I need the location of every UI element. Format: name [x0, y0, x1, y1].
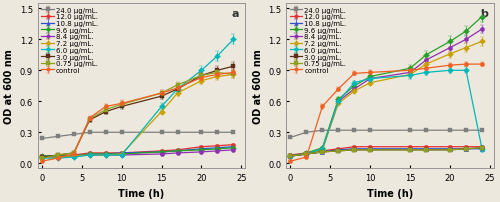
X-axis label: Time (h): Time (h) — [367, 188, 414, 198]
Legend: 24.0 μg/mL., 12.0 μg/mL., 10.8 μg/mL., 9.6 μg/mL., 8.4 μg/mL., 7.2 μg/mL., 6.0 μ: 24.0 μg/mL., 12.0 μg/mL., 10.8 μg/mL., 9… — [288, 6, 348, 75]
Text: b: b — [480, 9, 488, 19]
Y-axis label: OD at 600 nm: OD at 600 nm — [4, 49, 14, 124]
X-axis label: Time (h): Time (h) — [118, 188, 164, 198]
Y-axis label: OD at 600 nm: OD at 600 nm — [253, 49, 263, 124]
Text: a: a — [232, 9, 239, 19]
Legend: 24.0 μg/mL., 12.0 μg/mL., 10.8 μg/mL., 9.6 μg/mL., 8.4 μg/mL., 7.2 μg/mL., 6.0 μ: 24.0 μg/mL., 12.0 μg/mL., 10.8 μg/mL., 9… — [40, 6, 100, 75]
